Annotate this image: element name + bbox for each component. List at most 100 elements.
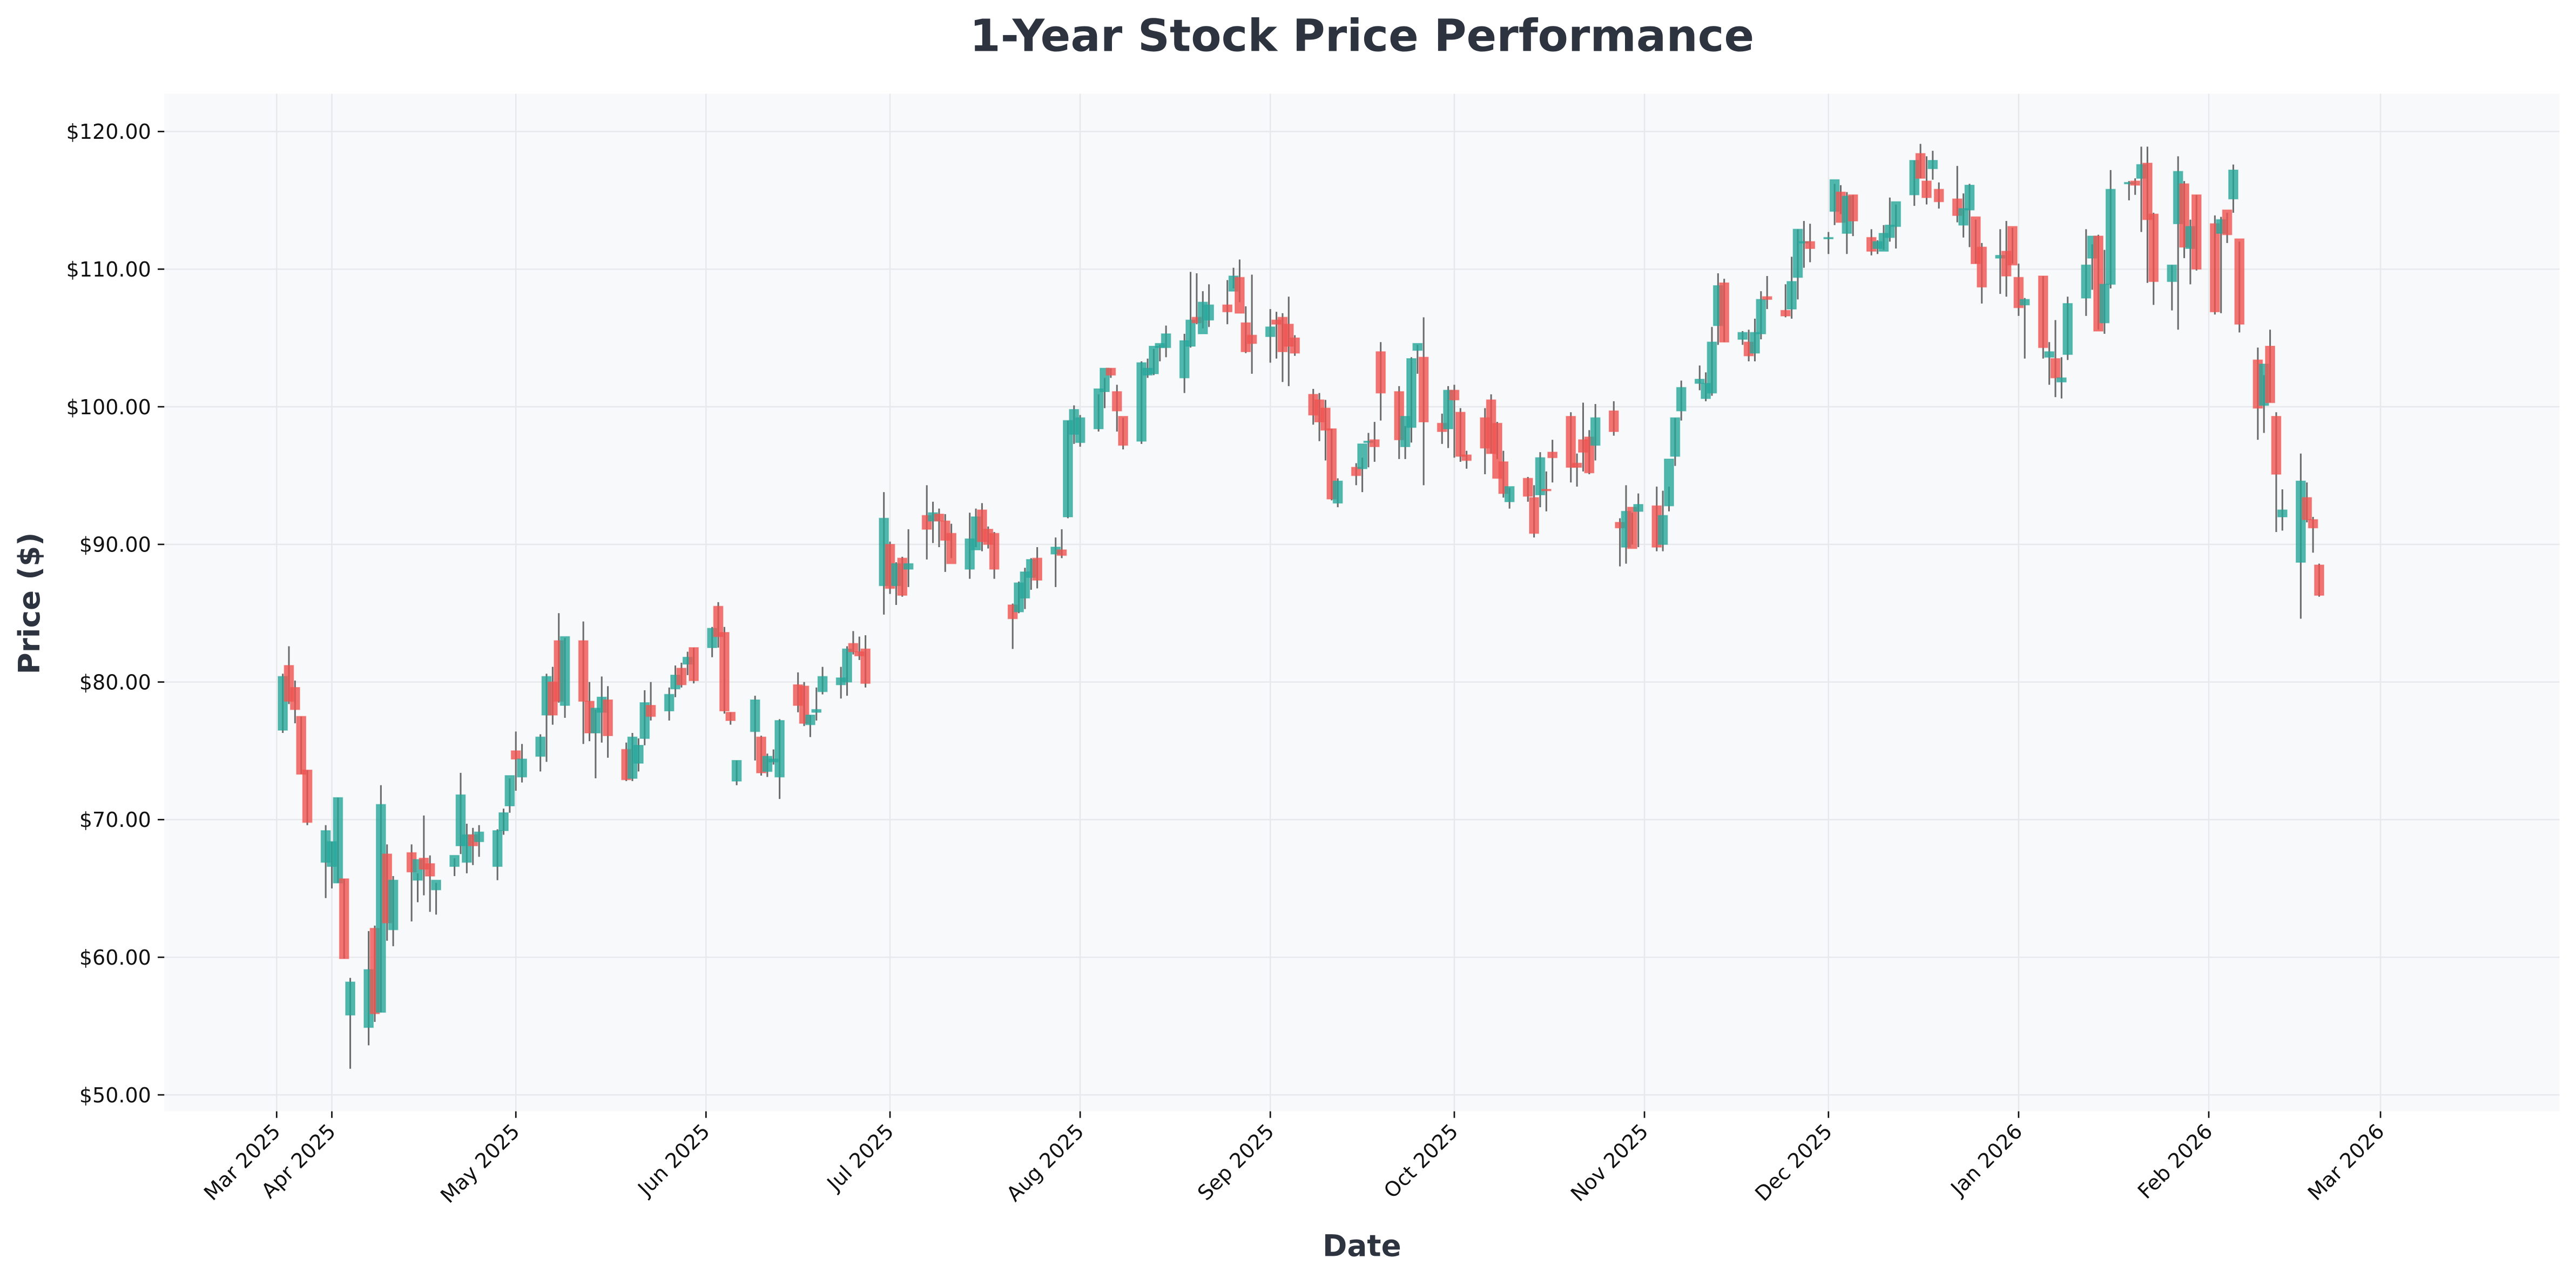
candle-body [1449, 389, 1460, 401]
candle-up [817, 667, 828, 695]
y-tick-label: $70.00 [79, 808, 151, 832]
candle-down [2302, 482, 2312, 523]
candle-up [2019, 298, 2030, 359]
candle-down [1290, 335, 1300, 356]
candle-up [1406, 357, 1417, 443]
candle-body [1547, 452, 1558, 459]
candle-body [1719, 282, 1730, 343]
candle-down [1437, 413, 1447, 444]
candle-body [1977, 246, 1987, 288]
candle-body [1332, 480, 1343, 504]
candle-body [1786, 281, 1797, 310]
candle-down [689, 647, 699, 684]
candle-body [1179, 340, 1190, 379]
candle-body [805, 714, 815, 725]
candle-up [750, 696, 760, 760]
candle-down [578, 621, 589, 744]
candle-up [1332, 478, 1343, 508]
candle-down [1627, 507, 1637, 549]
candle-body [2314, 564, 2324, 596]
candle-down [1461, 450, 1472, 469]
candle-up [805, 714, 815, 737]
candle-up [903, 529, 914, 587]
candle-up [1657, 490, 1668, 551]
candle-body [1737, 332, 1748, 340]
candle-up [345, 978, 355, 1069]
candle-up [1786, 257, 1797, 319]
candle-body [1847, 194, 1858, 222]
y-tick-label: $60.00 [79, 946, 151, 970]
candle-body [1891, 201, 1901, 227]
candle-up [1185, 272, 1196, 348]
candle-down [1522, 477, 1533, 502]
candle-body [1105, 367, 1116, 376]
candle-body [645, 705, 656, 717]
candle-up [811, 687, 822, 721]
candle-body [424, 863, 435, 877]
candle-body [1572, 462, 1582, 468]
candle-body [1958, 208, 1969, 226]
candle-down [603, 686, 613, 758]
candle-down [1921, 156, 1932, 205]
candle-down [1118, 416, 1129, 450]
candle-body [1148, 346, 1159, 374]
candle-body [1522, 477, 1533, 497]
candle-body [2271, 416, 2282, 475]
candle-up [498, 809, 509, 835]
candle-body [2081, 264, 2092, 299]
candle-body [1351, 467, 1361, 476]
candle-down [2038, 275, 2048, 359]
candle-up [1412, 342, 1423, 374]
candle-down [897, 556, 908, 597]
candle-body [2277, 509, 2288, 517]
candle-body [2302, 497, 2312, 520]
candle-body [713, 605, 724, 637]
candle-body [903, 563, 914, 570]
candle-body [2308, 519, 2318, 529]
candle-up [1265, 309, 1276, 363]
candle-down [848, 631, 859, 655]
candle-down [1105, 367, 1116, 378]
candle-body [1566, 416, 1576, 468]
candle-body [860, 648, 871, 684]
candle-body [946, 533, 957, 564]
candle-body [296, 716, 307, 775]
candle-body [339, 878, 349, 959]
candle-body [1762, 296, 1772, 300]
y-axis: $50.00 $60.00 $70.00 $80.00 $90.00 $100.00 $11… [66, 120, 165, 1107]
candle-body [719, 632, 730, 712]
candle-body [2191, 194, 2202, 270]
candle-body [817, 676, 828, 692]
candle-down [289, 681, 300, 724]
candle-body [1915, 153, 1926, 179]
candle-up [1179, 334, 1190, 393]
candle-down [725, 711, 736, 725]
candle-down [1375, 342, 1386, 421]
candle-body [2105, 189, 2116, 285]
candle-down [1486, 394, 1496, 454]
candle-body [1780, 309, 1791, 317]
candle-body [1535, 457, 1546, 496]
candle-up [2228, 164, 2238, 213]
candle-down [1032, 547, 1043, 589]
candle-body [989, 533, 1000, 570]
candle-up [474, 825, 484, 857]
candle-body [2007, 226, 2018, 266]
y-tick-label: $110.00 [66, 258, 151, 281]
candle-down [2209, 215, 2220, 315]
candle-down [1418, 317, 1429, 486]
candle-up [1750, 319, 1760, 362]
candle-down [1111, 385, 1122, 432]
candle-body [504, 775, 515, 806]
candle-down [946, 523, 957, 564]
candle-body [1529, 497, 1540, 534]
candle-body [811, 709, 822, 713]
candle-up [1891, 201, 1901, 249]
candle-up [842, 646, 852, 696]
candle-up [559, 636, 570, 718]
candle-body [1418, 356, 1429, 423]
candle-down [989, 531, 1000, 579]
candle-body [1375, 351, 1386, 394]
candle-down [302, 769, 313, 825]
candle-up [2167, 264, 2177, 311]
